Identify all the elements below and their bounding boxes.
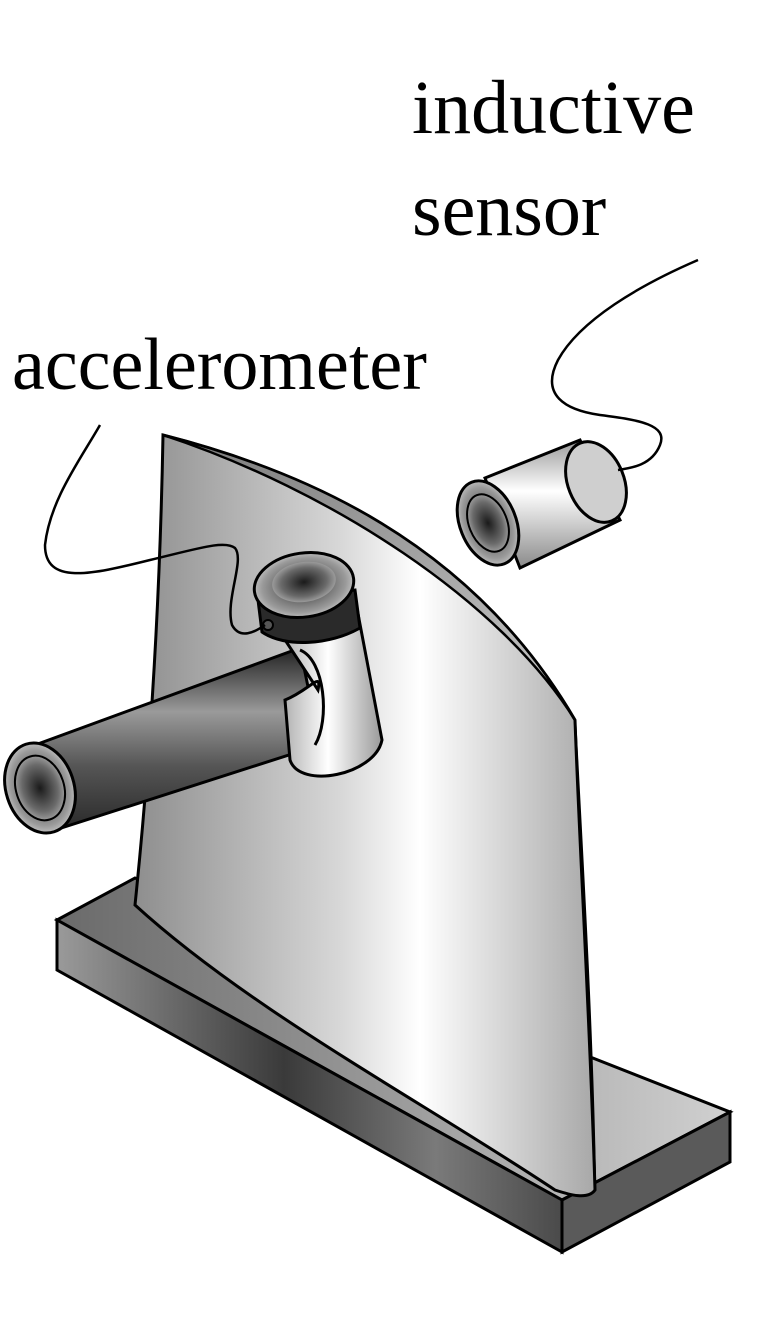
shaft-end-face-inner bbox=[14, 754, 66, 822]
inductive-sensor-cable bbox=[550, 258, 699, 472]
accelerometer-sensor bbox=[252, 551, 362, 645]
blade-trailing-edge bbox=[573, 719, 597, 1191]
accelerometer-label: accelerometer bbox=[12, 324, 427, 406]
shaft bbox=[3, 645, 322, 835]
inductive-sensor-face-inner bbox=[466, 493, 510, 553]
blade bbox=[133, 433, 597, 1198]
accelerometer-cable bbox=[43, 424, 266, 635]
base-plate-side bbox=[560, 1109, 732, 1255]
inductive-sensor-label-line2: sensor bbox=[412, 168, 607, 252]
inductive-sensor-back bbox=[564, 440, 628, 524]
inductive-sensor-label-line1: inductive bbox=[412, 66, 695, 150]
blade-tip-edge bbox=[162, 433, 577, 721]
inductive-sensor bbox=[455, 438, 628, 571]
accelerometer-top-inner bbox=[272, 561, 336, 603]
collar-joint bbox=[299, 648, 325, 746]
